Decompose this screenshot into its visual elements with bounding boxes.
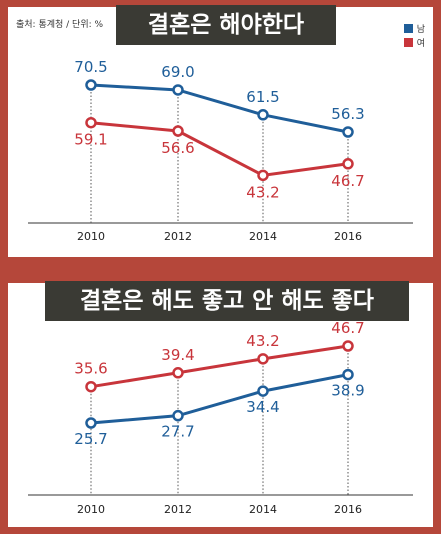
chart-panel-either-ok: 결혼은 해도 좋고 안 해도 좋다 2010 2012 2014 2016 25.7 27…	[8, 281, 433, 527]
data-point	[342, 340, 354, 352]
data-label: 35.6	[74, 360, 107, 378]
data-point	[172, 409, 184, 422]
data-label: 61.5	[246, 88, 279, 106]
x-tick-label: 2010	[77, 503, 105, 516]
data-point	[172, 125, 184, 137]
series-line-female	[90, 121, 349, 177]
data-label: 39.4	[161, 346, 194, 364]
source-note: 출처: 통계청 / 단위: %	[16, 20, 104, 30]
data-point	[257, 385, 269, 397]
data-point	[257, 169, 269, 182]
data-point	[342, 368, 354, 381]
x-tick-label: 2012	[164, 230, 192, 243]
x-tick-label: 2016	[334, 503, 362, 516]
data-label: 43.2	[246, 183, 279, 201]
series-line-male	[90, 83, 349, 134]
series-line-male	[90, 373, 349, 425]
data-point	[85, 116, 97, 129]
data-label: 46.7	[331, 319, 364, 337]
series-line-female	[90, 344, 349, 389]
data-point	[342, 158, 354, 170]
x-tick-label: 2014	[249, 503, 277, 516]
data-label: 43.2	[246, 332, 279, 350]
data-label: 56.6	[161, 139, 194, 157]
x-tick-label: 2014	[249, 230, 277, 243]
data-point	[257, 353, 269, 365]
legend: 남 여	[403, 21, 425, 49]
chart-title: 결혼은 해야한다	[116, 5, 336, 45]
chart-title: 결혼은 해도 좋고 안 해도 좋다	[45, 281, 409, 321]
data-label: 56.3	[331, 105, 364, 123]
legend-item-female: 여	[403, 35, 425, 49]
data-point	[85, 380, 97, 393]
legend-swatch-female	[403, 37, 413, 47]
data-point	[172, 367, 184, 379]
legend-item-male: 남	[403, 21, 425, 35]
legend-swatch-male	[403, 23, 413, 33]
data-label: 69.0	[161, 63, 194, 81]
line-chart-should-marry: 2010 2012 2014 2016 70.5 69.0 61.5 56.3 59.1 56.6…	[28, 58, 413, 243]
data-point	[85, 79, 97, 91]
x-tick-label: 2010	[77, 230, 105, 243]
data-point	[85, 417, 97, 429]
data-point	[257, 109, 269, 121]
data-label: 70.5	[74, 58, 107, 76]
line-chart-either-ok: 2010 2012 2014 2016 25.7 27.7 34.4 38.9 35.6 39.4…	[28, 319, 413, 516]
data-label: 46.7	[331, 172, 364, 190]
legend-label-female: 여	[416, 38, 425, 49]
legend-label-male: 남	[416, 24, 425, 35]
data-label: 34.4	[246, 398, 279, 416]
data-label: 25.7	[74, 430, 107, 448]
data-label: 27.7	[161, 423, 194, 441]
x-tick-label: 2016	[334, 230, 362, 243]
x-tick-label: 2012	[164, 503, 192, 516]
chart-panel-should-marry: 출처: 통계청 / 단위: % 결혼은 해야한다 남 여 2010 2012 201…	[8, 5, 433, 257]
data-label: 38.9	[331, 382, 364, 400]
data-point	[172, 84, 184, 96]
data-label: 59.1	[74, 131, 107, 149]
data-point	[342, 126, 354, 138]
